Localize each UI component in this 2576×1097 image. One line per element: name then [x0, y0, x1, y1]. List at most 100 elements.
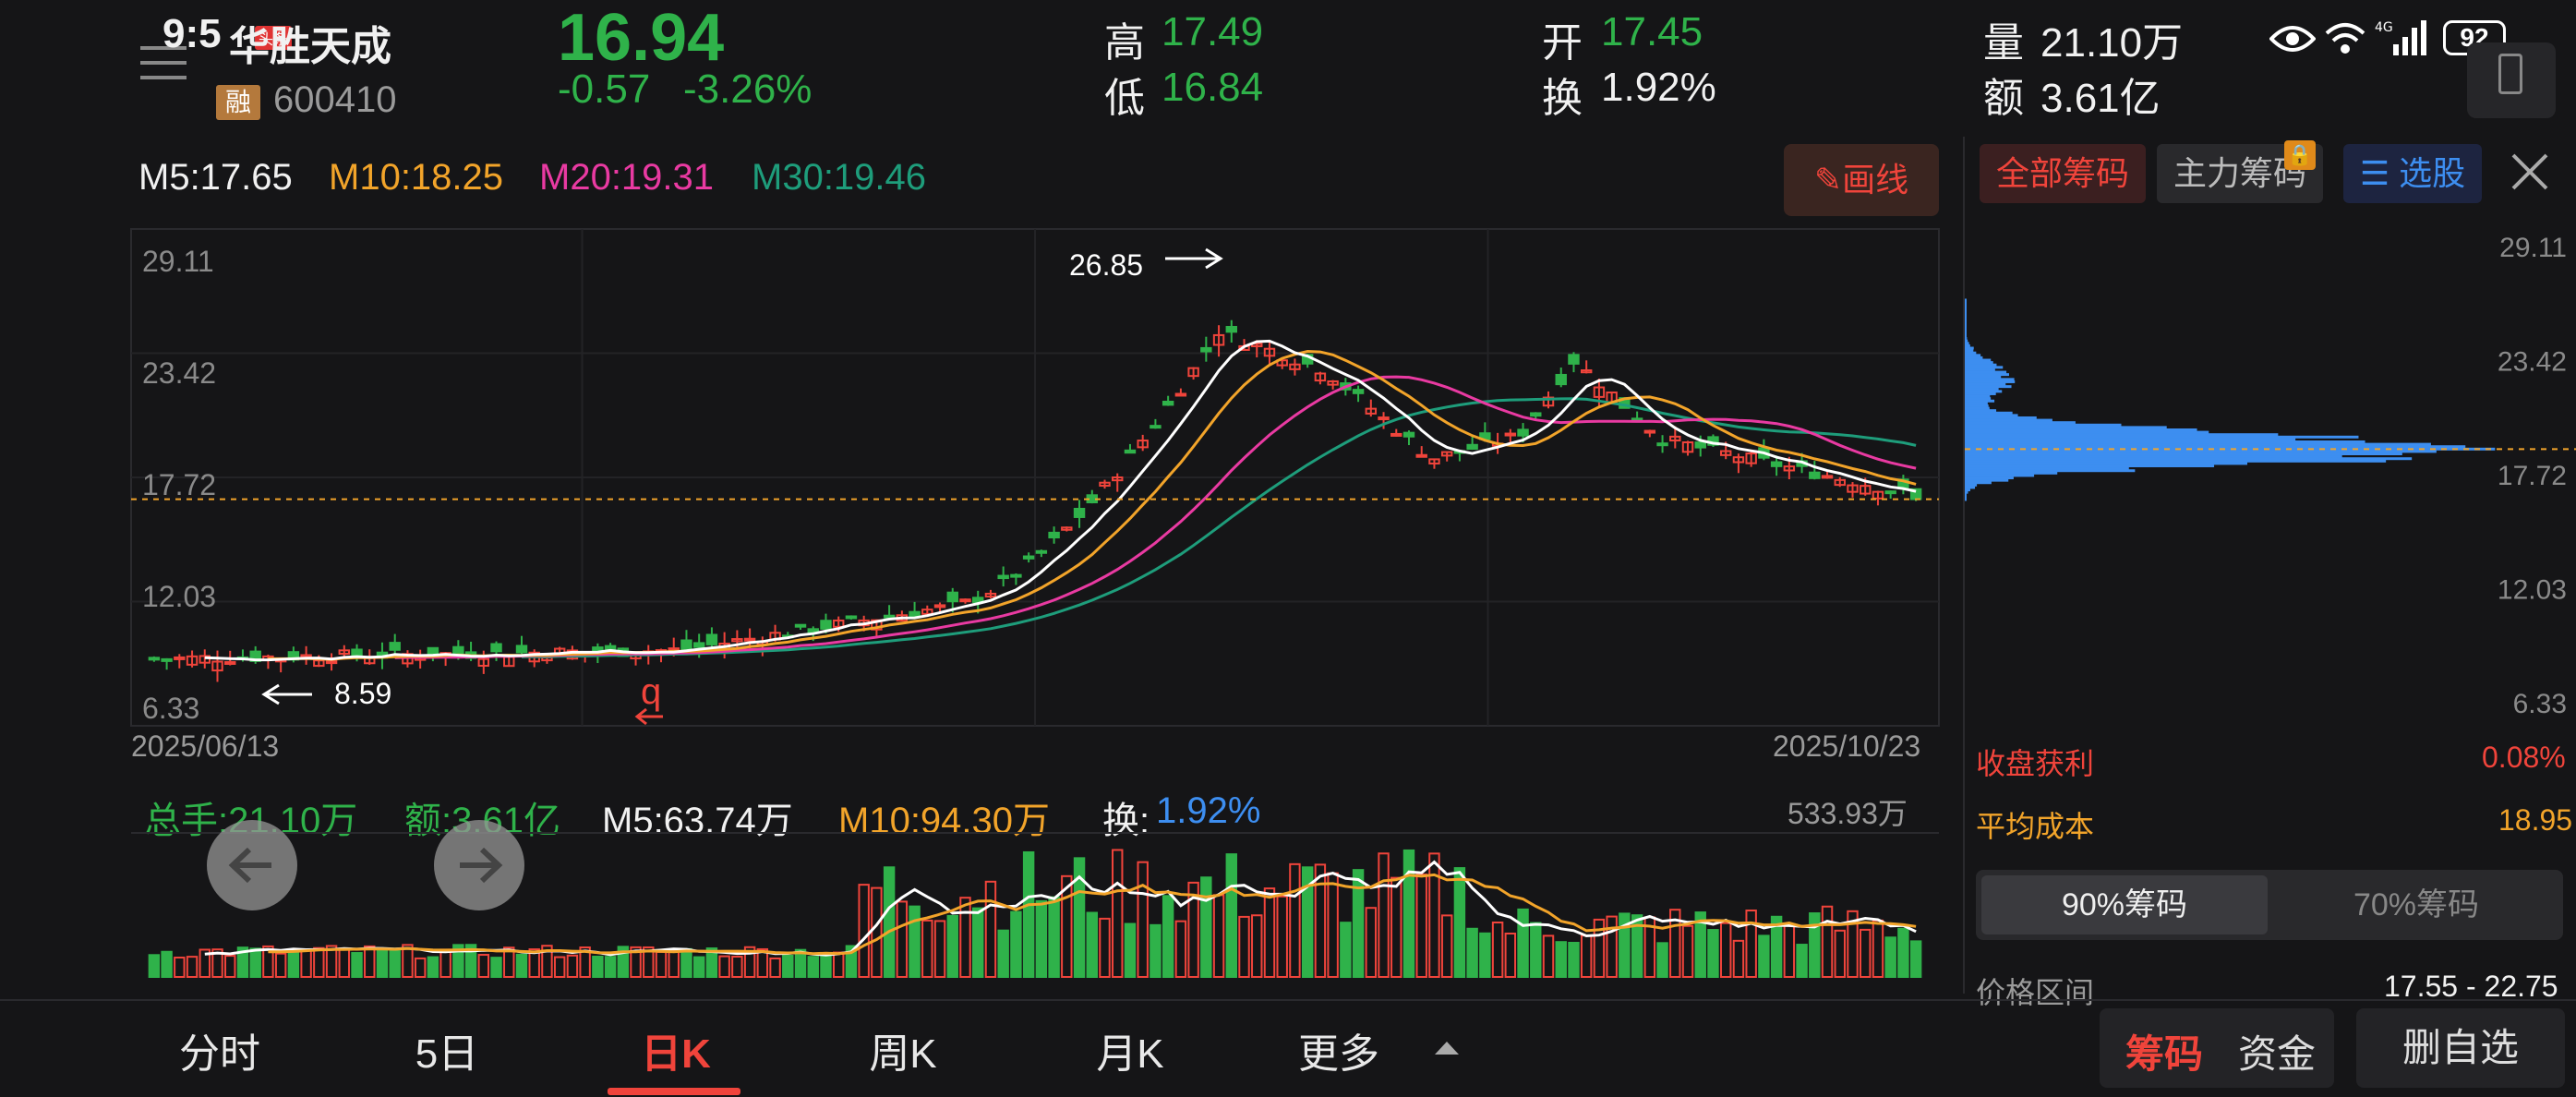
open-label: 开 [1542, 20, 1583, 66]
chip-bar [1965, 370, 2007, 374]
candle [1809, 461, 1821, 480]
scroll-right-button[interactable] [434, 820, 524, 910]
bottom-action-group [2100, 1008, 2334, 1088]
chip-bar [1965, 402, 1988, 405]
chip-bar [1965, 306, 1967, 309]
volume-bar [1884, 936, 1896, 978]
x-start-label: 2025/06/13 [131, 729, 280, 763]
chip-bar [1965, 464, 2215, 468]
chip-y-tick: 29.11 [2499, 233, 2567, 263]
chip-bar [1965, 399, 1995, 403]
remove-watchlist-button[interactable]: 删自选 [2356, 1008, 2565, 1088]
volume-label: 量 [1983, 20, 2024, 66]
event-marker: q [641, 671, 661, 712]
chip-bar [1965, 368, 1995, 371]
candle [1555, 368, 1567, 388]
chip-distribution-chart: 29.11 23.42 17.72 12.03 6.33 [1965, 233, 2576, 719]
amount-label: 额 [1983, 76, 2024, 121]
candle [1656, 435, 1668, 453]
candle [148, 656, 161, 662]
seg-70-button[interactable]: 70%筹码 [2353, 887, 2480, 922]
volume-bar [820, 953, 832, 978]
tab-weekly-k[interactable]: 周K [869, 1031, 937, 1077]
funds-action-button[interactable]: 资金 [2238, 1032, 2317, 1076]
candlestick-chart[interactable]: 29.11 23.42 17.72 12.03 6.33 26.85 8.59 q [129, 227, 1941, 728]
chip-bar [1965, 452, 2402, 456]
chip-bar [1965, 423, 2122, 427]
tab-more[interactable]: 更多 [1298, 1031, 1379, 1077]
stock-pick-button[interactable]: ☰ 选股 [2343, 144, 2482, 203]
chip-bar [1965, 382, 2006, 386]
volume-bar [794, 948, 807, 978]
chip-bar [1965, 493, 1967, 497]
volume-bar [1187, 881, 1199, 978]
volume-bar [579, 946, 591, 978]
volume-bar [807, 956, 819, 978]
chip-bar [1965, 366, 2004, 369]
volume-bar [490, 957, 502, 979]
low-annotation: 8.59 [334, 677, 391, 710]
chip-bar [1965, 416, 2037, 419]
arrow-right-icon [460, 847, 503, 884]
volume-bar [262, 945, 274, 978]
profit-value: 0.08% [2482, 741, 2566, 774]
candle [1745, 450, 1757, 467]
candle [1225, 319, 1238, 343]
menu-icon[interactable] [140, 41, 192, 87]
chip-bar [1965, 375, 2002, 379]
chips-tab-all[interactable]: 全部筹码 [1980, 144, 2146, 203]
volume-bar [1530, 922, 1542, 978]
candle [1073, 500, 1086, 528]
volume-bar [858, 884, 870, 978]
chip-bar [1965, 498, 1967, 501]
volume-bar [1061, 874, 1073, 978]
chip-percent-toggle[interactable]: 90%筹码 70%筹码 [1976, 870, 2563, 940]
chip-bar [1965, 330, 1967, 333]
chip-bar [1965, 385, 2012, 389]
turnover-value: 1.92% [1601, 65, 1716, 110]
seg-90-button[interactable]: 90%筹码 [1981, 875, 2268, 934]
draw-line-button[interactable]: ✎画线 [1784, 144, 1939, 216]
chip-y-tick: 6.33 [2513, 689, 2567, 719]
rotate-screen-button[interactable] [2467, 42, 2556, 118]
volume-bar [1631, 914, 1643, 978]
volume-bar [515, 953, 528, 979]
volume-bar [1022, 850, 1035, 979]
volume-bar [1137, 861, 1149, 979]
chip-bar [1965, 319, 1967, 323]
volume-bar [997, 929, 1009, 978]
arrow-left-icon [228, 847, 271, 884]
avg-cost-value: 18.95 [2498, 803, 2573, 837]
candle [1834, 476, 1846, 488]
scroll-left-button[interactable] [207, 820, 297, 910]
tab-monthly-k[interactable]: 月K [1096, 1031, 1164, 1077]
volume-bar [186, 956, 199, 978]
tab-intraday[interactable]: 分时 [179, 1031, 260, 1077]
volume-bar [427, 956, 439, 979]
candle [1276, 358, 1288, 369]
volume-ma10: M10:94.30万 [838, 801, 1051, 841]
chip-bar [1965, 486, 1976, 489]
volume-bar [274, 952, 287, 978]
candle [262, 654, 274, 669]
candle [1289, 358, 1301, 376]
chip-bar [1965, 454, 2342, 458]
volume-bar [211, 948, 223, 979]
candle [1061, 526, 1073, 532]
volume-bar [1263, 887, 1276, 978]
stock-name[interactable]: 华胜天成 [229, 24, 391, 69]
candle [1631, 411, 1643, 422]
candle [490, 641, 502, 661]
tab-daily-k[interactable]: 日K [641, 1031, 711, 1077]
candle [1643, 429, 1656, 438]
candle [1821, 471, 1834, 479]
chip-bar [1965, 356, 1983, 359]
chips-action-button[interactable]: 筹码 [2125, 1032, 2204, 1076]
volume-bar [1732, 939, 1745, 978]
candle [414, 649, 427, 669]
volume-bar [439, 948, 451, 978]
volume-bar [528, 948, 540, 978]
tab-5day[interactable]: 5日 [415, 1031, 479, 1077]
ma10-legend: M10:18.25 [329, 157, 504, 198]
close-icon[interactable] [2506, 148, 2554, 196]
